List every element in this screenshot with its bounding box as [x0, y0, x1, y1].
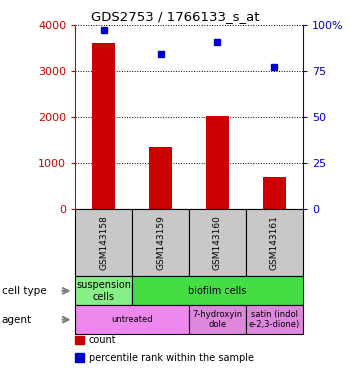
Text: percentile rank within the sample: percentile rank within the sample — [89, 353, 254, 362]
Text: GDS2753 / 1766133_s_at: GDS2753 / 1766133_s_at — [91, 10, 259, 23]
Text: GSM143159: GSM143159 — [156, 215, 165, 270]
Text: suspension
cells: suspension cells — [76, 280, 131, 302]
Text: agent: agent — [2, 314, 32, 325]
Text: 7-hydroxyin
dole: 7-hydroxyin dole — [193, 310, 243, 329]
Bar — [149, 147, 172, 209]
Text: GSM143158: GSM143158 — [99, 215, 108, 270]
Text: satin (indol
e-2,3-dione): satin (indol e-2,3-dione) — [249, 310, 300, 329]
Text: cell type: cell type — [2, 286, 46, 296]
Bar — [206, 116, 229, 209]
Text: count: count — [89, 335, 117, 345]
Bar — [92, 43, 115, 209]
Text: GSM143160: GSM143160 — [213, 215, 222, 270]
Text: GSM143161: GSM143161 — [270, 215, 279, 270]
Bar — [263, 177, 286, 209]
Text: biofilm cells: biofilm cells — [188, 286, 247, 296]
Text: untreated: untreated — [111, 315, 153, 324]
